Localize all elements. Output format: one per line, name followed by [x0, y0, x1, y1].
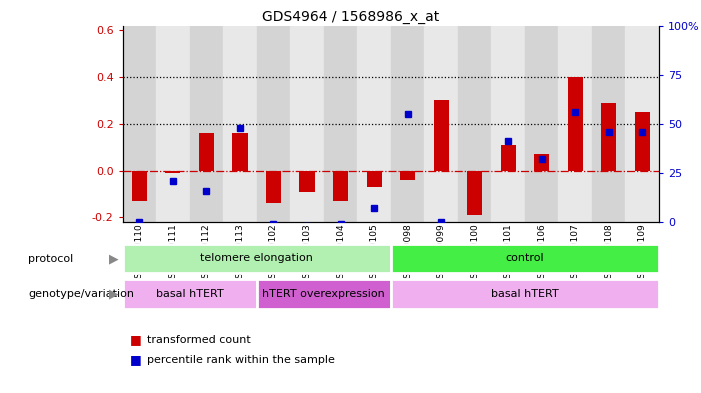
Bar: [367, 171, 381, 187]
Bar: [123, 279, 257, 309]
Bar: [324, 26, 358, 222]
Bar: [223, 26, 257, 222]
Text: control: control: [505, 253, 544, 263]
Bar: [123, 244, 391, 273]
Bar: [634, 112, 650, 171]
Bar: [601, 103, 616, 171]
Bar: [391, 244, 659, 273]
Bar: [458, 26, 491, 222]
Text: ■: ■: [130, 353, 142, 366]
Text: transformed count: transformed count: [147, 335, 251, 345]
Bar: [625, 26, 659, 222]
Bar: [501, 145, 516, 171]
Bar: [199, 133, 214, 171]
Bar: [299, 171, 315, 192]
Bar: [123, 26, 156, 222]
Text: protocol: protocol: [28, 253, 74, 264]
Text: percentile rank within the sample: percentile rank within the sample: [147, 354, 335, 365]
Text: hTERT overexpression: hTERT overexpression: [262, 289, 385, 299]
Bar: [424, 26, 458, 222]
Bar: [190, 26, 223, 222]
Text: basal hTERT: basal hTERT: [491, 289, 559, 299]
Bar: [233, 133, 247, 171]
Bar: [165, 171, 180, 173]
Text: basal hTERT: basal hTERT: [156, 289, 224, 299]
Bar: [391, 279, 659, 309]
Text: telomere elongation: telomere elongation: [200, 253, 313, 263]
Text: ■: ■: [130, 333, 142, 347]
Bar: [132, 171, 147, 201]
Bar: [156, 26, 190, 222]
Bar: [568, 77, 583, 171]
Text: GDS4964 / 1568986_x_at: GDS4964 / 1568986_x_at: [262, 10, 439, 24]
Bar: [266, 171, 281, 203]
Text: ▶: ▶: [109, 252, 119, 265]
Bar: [333, 171, 348, 201]
Bar: [592, 26, 625, 222]
Bar: [534, 154, 549, 171]
Bar: [257, 26, 290, 222]
Bar: [491, 26, 525, 222]
Bar: [559, 26, 592, 222]
Bar: [525, 26, 559, 222]
Bar: [433, 100, 449, 171]
Bar: [391, 26, 424, 222]
Bar: [358, 26, 391, 222]
Bar: [290, 26, 324, 222]
Bar: [467, 171, 482, 215]
Bar: [257, 279, 391, 309]
Text: genotype/variation: genotype/variation: [28, 289, 134, 299]
Text: ▶: ▶: [109, 287, 119, 301]
Bar: [400, 171, 415, 180]
